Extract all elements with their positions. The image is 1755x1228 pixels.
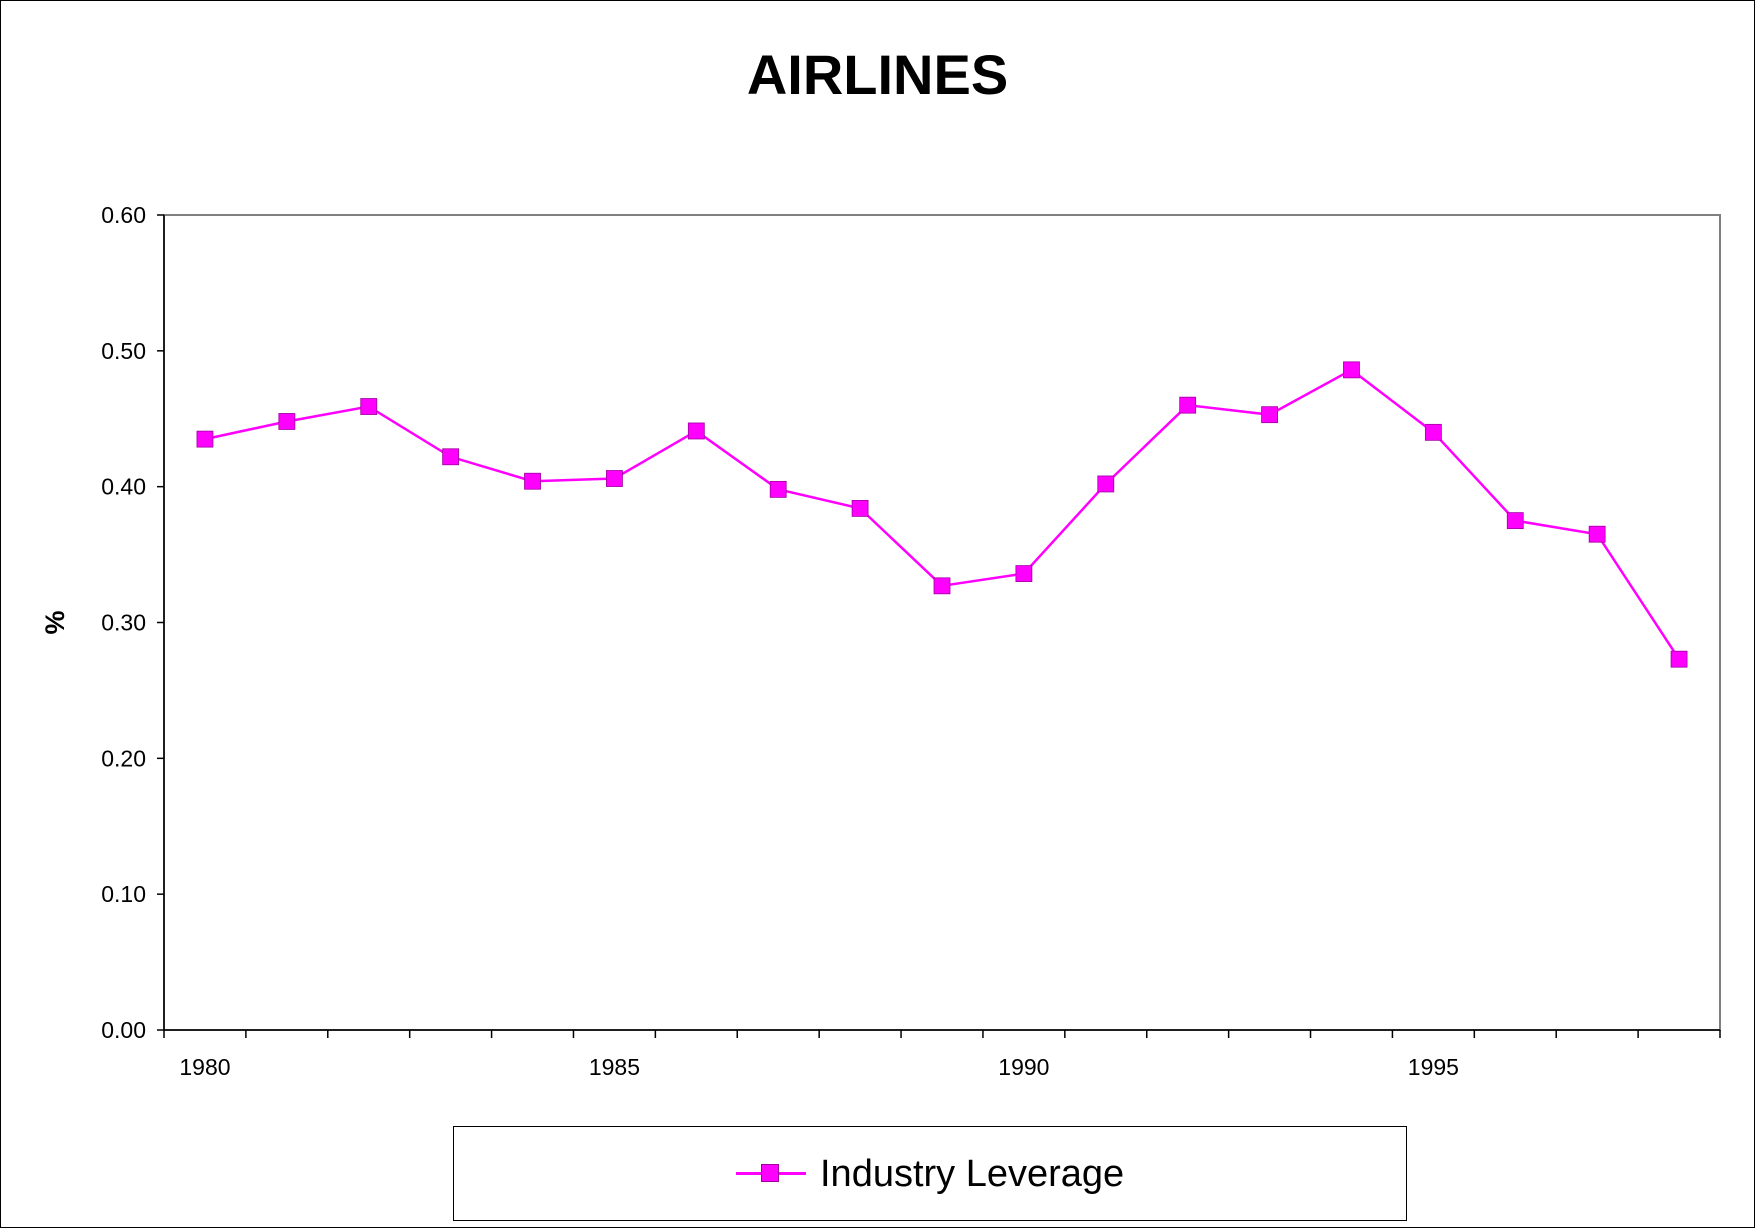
legend: Industry Leverage xyxy=(453,1126,1407,1221)
data-point-1982 xyxy=(360,398,378,415)
ticks xyxy=(157,214,1721,1038)
plot-area xyxy=(163,214,1721,1031)
axes xyxy=(163,215,1720,1031)
data-point-1996 xyxy=(1506,512,1524,530)
y-tick-label-0.30: 0.30 xyxy=(101,610,146,636)
x-tick-label-1985: 1985 xyxy=(589,1054,640,1080)
data-point-1980 xyxy=(196,430,214,448)
data-point-1981 xyxy=(278,413,296,430)
data-point-1992 xyxy=(1179,396,1197,414)
data-point-1997 xyxy=(1588,525,1606,543)
data-point-1990 xyxy=(1015,565,1033,582)
y-tick-label-0.10: 0.10 xyxy=(101,881,146,907)
legend-label-industry-leverage: Industry Leverage xyxy=(820,1153,1125,1195)
data-point-1985 xyxy=(606,470,623,487)
x-tick-label-1990: 1990 xyxy=(998,1054,1049,1080)
tick-labels: 0.00 0.10 0.20 0.30 0.40 0.50 0.60 1980 1985 1990… xyxy=(101,202,1459,1080)
data-point-1995 xyxy=(1424,423,1442,441)
data-point-1989 xyxy=(933,577,951,595)
chart-title: AIRLINES xyxy=(746,43,1009,106)
y-tick-label-0.60: 0.60 xyxy=(101,202,146,228)
legend-square-marker-icon xyxy=(761,1164,779,1182)
data-point-1993 xyxy=(1261,406,1278,424)
series-line-0 xyxy=(204,368,1681,660)
y-axis-title: % xyxy=(40,610,70,634)
data-point-1988 xyxy=(851,499,869,517)
y-tick-label-0.50: 0.50 xyxy=(101,338,146,364)
y-tick-label-0.00: 0.00 xyxy=(101,1017,146,1043)
data-point-1987 xyxy=(769,480,787,498)
y-tick-label-0.20: 0.20 xyxy=(101,745,146,771)
data-point-1994 xyxy=(1343,361,1360,379)
data-point-1984 xyxy=(524,472,541,490)
data-point-1986 xyxy=(687,422,705,440)
y-tick-label-0.40: 0.40 xyxy=(101,474,146,500)
data-point-1998 xyxy=(1670,650,1688,668)
series-layer xyxy=(196,361,1688,668)
data-point-1983 xyxy=(442,448,460,466)
x-tick-label-1995: 1995 xyxy=(1408,1054,1459,1080)
x-tick-label-1980: 1980 xyxy=(179,1054,230,1080)
data-point-1991 xyxy=(1097,475,1115,493)
